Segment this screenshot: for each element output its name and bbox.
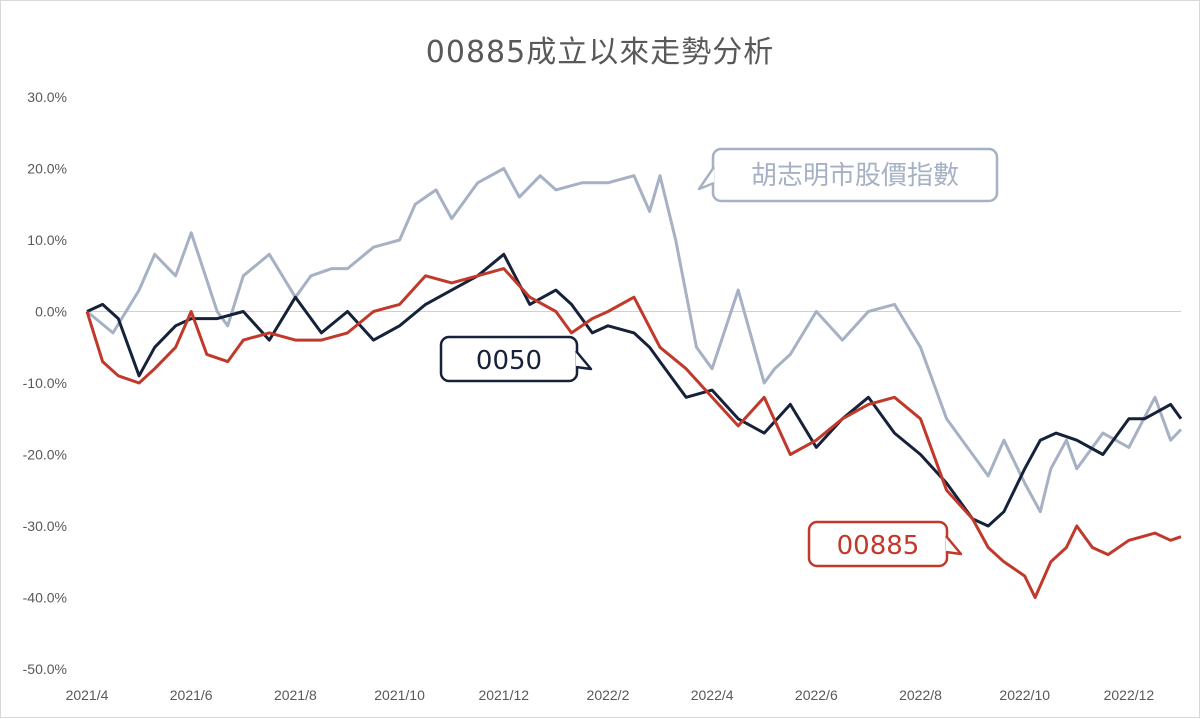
x-tick-label: 2021/10 [374,687,425,703]
x-tick-label: 2022/8 [899,687,942,703]
x-tick-label: 2021/12 [478,687,529,703]
x-tick-label: 2022/6 [795,687,838,703]
callout-0050: 0050 [439,335,593,383]
x-tick-label: 2022/4 [691,687,734,703]
y-tick-label: -20.0% [23,447,67,463]
callout-label: 00885 [837,531,920,561]
callout-00885: 00885 [807,520,963,568]
series-line-00885 [85,267,1182,599]
y-tick-label: 0.0% [35,304,67,320]
callout-label: 胡志明市股價指數 [751,161,959,191]
x-tick-label: 2022/10 [999,687,1050,703]
x-tick-label: 2021/6 [170,687,213,703]
y-tick-label: -10.0% [23,375,67,391]
y-tick-label: -30.0% [23,518,67,534]
series-line-0050 [86,252,1183,528]
series-line-胡志明市股價指數 [86,167,1183,514]
x-tick-label: 2022/2 [587,687,630,703]
x-tick-label: 2021/8 [274,687,317,703]
y-tick-label: 30.0% [27,89,67,105]
chart-title: 00885成立以來走勢分析 [425,35,775,70]
y-tick-label: -50.0% [23,661,67,677]
x-tick-label: 2021/4 [66,687,109,703]
y-tick-label: 10.0% [27,232,67,248]
x-tick-label: 2022/12 [1104,687,1155,703]
callout-label: 0050 [476,346,542,376]
y-tick-label: -40.0% [23,590,67,606]
callout-胡志明市股價指數: 胡志明市股價指數 [697,147,999,203]
y-tick-label: 20.0% [27,161,67,177]
